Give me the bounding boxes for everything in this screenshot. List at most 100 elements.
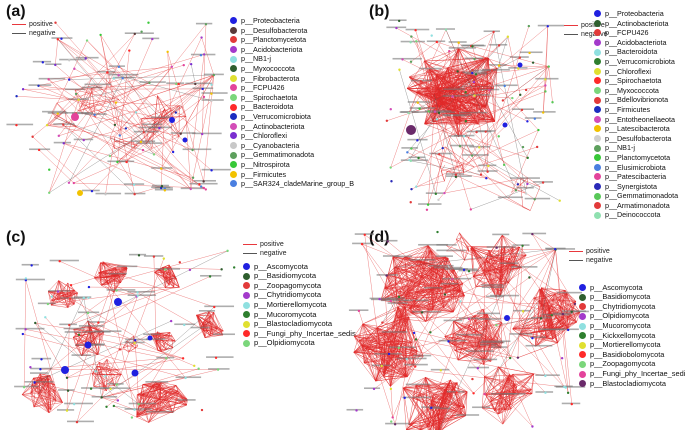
node bbox=[469, 208, 473, 211]
edge bbox=[159, 269, 172, 281]
node-label bbox=[75, 56, 99, 59]
edge bbox=[402, 387, 428, 427]
node bbox=[226, 249, 229, 253]
legend-color-dot bbox=[230, 55, 237, 63]
legend-label: p__Latescibacterota bbox=[605, 124, 670, 134]
node bbox=[406, 125, 416, 135]
node bbox=[504, 315, 510, 321]
node bbox=[570, 310, 573, 314]
edge bbox=[461, 237, 473, 248]
node bbox=[541, 111, 545, 114]
legend-label: p__Kickxellomycota bbox=[590, 330, 656, 340]
edge bbox=[113, 78, 174, 153]
node-label bbox=[128, 402, 157, 405]
edge bbox=[97, 331, 105, 355]
node bbox=[467, 317, 471, 321]
edge bbox=[442, 391, 468, 430]
node bbox=[360, 242, 364, 246]
node bbox=[142, 131, 145, 134]
node bbox=[93, 113, 96, 117]
edge bbox=[106, 359, 108, 391]
edge bbox=[487, 319, 504, 343]
edge bbox=[436, 99, 442, 120]
node-label bbox=[494, 84, 518, 87]
edge bbox=[57, 39, 155, 155]
node-label bbox=[519, 51, 543, 54]
edge bbox=[555, 249, 572, 405]
node-label bbox=[29, 372, 49, 374]
legend-color-dot bbox=[243, 272, 250, 280]
node bbox=[77, 190, 83, 196]
edge bbox=[473, 258, 487, 277]
edge bbox=[412, 382, 458, 399]
node-label bbox=[429, 407, 451, 410]
node bbox=[66, 389, 70, 392]
edge bbox=[456, 239, 466, 244]
edge bbox=[31, 384, 50, 413]
node bbox=[68, 297, 72, 300]
node-label bbox=[204, 305, 235, 308]
legend-color-dot bbox=[579, 341, 586, 349]
node bbox=[56, 112, 59, 115]
legend-color-dot bbox=[594, 202, 601, 210]
edge bbox=[387, 241, 461, 302]
node-label bbox=[177, 399, 196, 401]
node-label bbox=[151, 184, 169, 187]
node bbox=[220, 268, 223, 271]
node bbox=[430, 406, 433, 410]
node-label bbox=[444, 114, 466, 117]
node bbox=[184, 376, 187, 380]
edge bbox=[439, 415, 466, 430]
edge bbox=[106, 274, 116, 278]
edge bbox=[139, 384, 161, 407]
legend-color-dot bbox=[594, 77, 601, 85]
node bbox=[407, 111, 410, 115]
edge bbox=[403, 377, 426, 389]
node bbox=[405, 357, 408, 361]
edge bbox=[390, 300, 548, 304]
node bbox=[117, 74, 120, 77]
legend-label: p__Chloroflexi bbox=[605, 66, 651, 76]
node-label bbox=[73, 296, 92, 298]
edge bbox=[419, 426, 428, 430]
legend-label: p__Nitrospirota bbox=[241, 159, 290, 169]
edge bbox=[57, 39, 191, 190]
legend-color-dot bbox=[594, 192, 601, 200]
edge bbox=[427, 245, 439, 267]
node-label bbox=[446, 390, 465, 393]
edge bbox=[397, 269, 455, 304]
edge bbox=[447, 384, 468, 392]
legend-label: p__Mucoromycota bbox=[590, 321, 651, 331]
edge bbox=[154, 272, 166, 278]
node bbox=[517, 62, 523, 68]
edge bbox=[541, 287, 550, 330]
edge bbox=[384, 358, 406, 370]
node bbox=[72, 402, 76, 406]
edge bbox=[541, 287, 550, 314]
edge bbox=[353, 327, 378, 353]
node-label bbox=[396, 357, 427, 360]
node bbox=[197, 367, 200, 370]
edge bbox=[55, 22, 194, 178]
edge bbox=[101, 397, 135, 410]
node bbox=[416, 101, 419, 104]
edge bbox=[408, 48, 459, 78]
edge bbox=[435, 42, 459, 194]
legend-label: p__Spirochaetota bbox=[605, 76, 662, 86]
edge bbox=[100, 262, 126, 275]
edge bbox=[375, 317, 406, 382]
edge bbox=[445, 146, 475, 168]
node-label bbox=[511, 266, 538, 268]
node bbox=[163, 187, 167, 190]
node-label bbox=[150, 116, 171, 119]
edge bbox=[178, 393, 188, 400]
node bbox=[558, 199, 561, 202]
edge bbox=[417, 102, 509, 199]
node bbox=[214, 356, 218, 360]
node bbox=[121, 77, 124, 80]
node-label bbox=[462, 154, 489, 156]
node-label bbox=[491, 346, 508, 348]
legend-label: p__Chytridiomycota bbox=[590, 301, 656, 311]
node bbox=[44, 316, 47, 319]
node-label bbox=[444, 268, 468, 270]
